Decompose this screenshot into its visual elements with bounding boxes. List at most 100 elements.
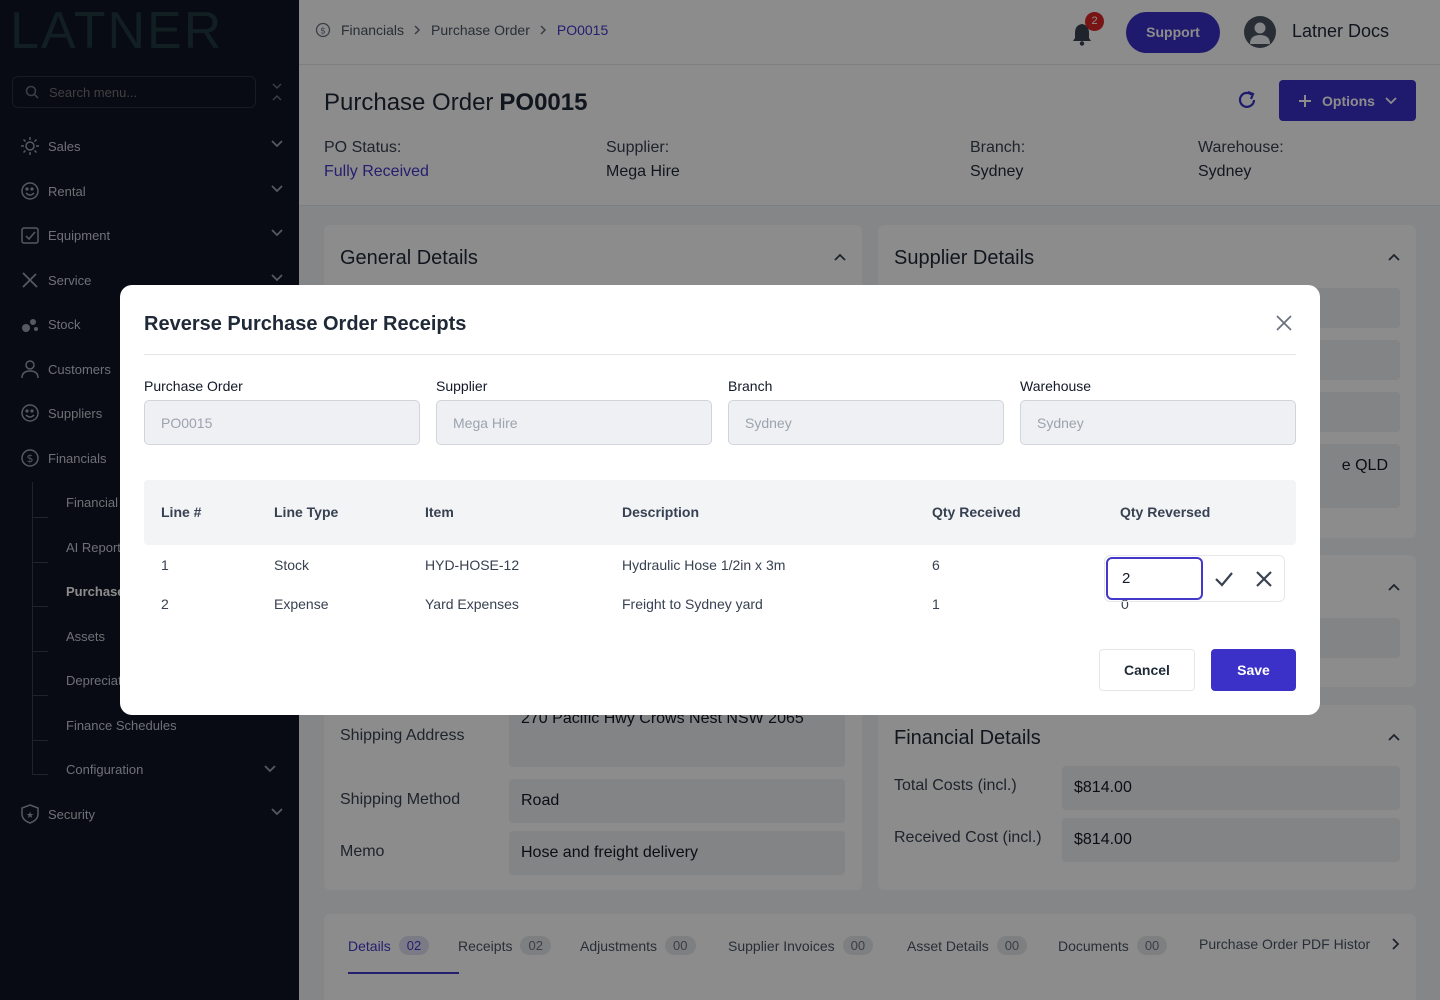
line-type: Expense (274, 596, 329, 612)
user-name[interactable]: Latner Docs (1292, 21, 1390, 41)
sidebar-subitem-ai-report[interactable]: AI Report (66, 539, 121, 555)
notification-bell-icon[interactable] (1071, 22, 1093, 46)
breadcrumb-financials[interactable]: Financials (341, 22, 405, 38)
tree-branch (32, 517, 48, 518)
tab-label: Documents (1058, 937, 1129, 954)
column-header: Qty Reversed (1120, 504, 1211, 520)
qty-received: 6 (932, 557, 940, 573)
sidebar-item-financials[interactable]: $ Financials (0, 440, 299, 476)
column-header: Item (425, 504, 454, 520)
refresh-icon[interactable] (1236, 89, 1258, 113)
qty-received: 1 (932, 596, 940, 612)
sidebar-item-sales[interactable]: Sales (0, 128, 299, 164)
collapse-sidebar-icon[interactable] (268, 82, 286, 102)
logo-text: LATNER (10, 2, 224, 60)
tree-branch (32, 606, 48, 607)
tab-count: 02 (520, 936, 551, 955)
chevron-down-icon (271, 140, 283, 148)
line-type: Stock (274, 557, 310, 573)
tab-count: 00 (996, 936, 1028, 955)
tab-receipts[interactable]: Receipts 02 (458, 936, 551, 955)
tab-label: Adjustments (580, 937, 658, 954)
tab-label: Receipts (458, 937, 513, 954)
tab-asset-details[interactable]: Asset Details 00 (907, 936, 1028, 955)
modal-title: Reverse Purchase Order Receipts (144, 313, 467, 335)
sidebar-item-security[interactable]: ★ Security (0, 796, 299, 832)
sidebar-subitem-financial[interactable]: Financial (66, 494, 119, 510)
rental-icon (20, 181, 40, 201)
description: Hydraulic Hose 1/2in x 3m (622, 557, 786, 573)
total-costs-value: $814.00 (1062, 766, 1400, 810)
supplier-details-title: Supplier Details (894, 247, 1035, 269)
tree-line (32, 482, 33, 774)
tab-details[interactable]: Details 02 (348, 936, 430, 955)
table-header: Line # Line Type Item Description Qty Re… (144, 480, 1296, 545)
purchase-order-label: Purchase Order (144, 378, 243, 394)
equipment-icon (20, 225, 40, 245)
branch-field-label: Branch (728, 378, 773, 394)
shipping-method-value: Road (509, 779, 845, 823)
search-input[interactable] (49, 84, 239, 100)
suppliers-icon (20, 403, 40, 423)
chevron-up-icon[interactable] (834, 253, 846, 261)
sidebar-search[interactable] (12, 76, 256, 108)
stock-icon (20, 314, 40, 334)
options-button[interactable]: Options (1279, 80, 1416, 121)
financial-details-card: Financial Details Total Costs (incl.) $8… (878, 705, 1416, 890)
save-button[interactable]: Save (1211, 649, 1296, 691)
avatar[interactable] (1244, 16, 1276, 48)
sidebar-subitem-finance-schedules[interactable]: Finance Schedules (66, 717, 177, 733)
chevron-down-icon (271, 229, 283, 237)
po-status-value[interactable]: Fully Received (324, 163, 429, 180)
chevron-up-icon[interactable] (1388, 583, 1400, 591)
close-icon[interactable] (1252, 568, 1276, 590)
branch-label: Branch: (970, 139, 1026, 156)
tab-supplier-invoices[interactable]: Supplier Invoices 00 (728, 936, 874, 955)
check-icon[interactable] (1212, 568, 1236, 590)
sidebar-item-equipment[interactable]: Equipment (0, 217, 299, 253)
chevron-down-icon (1385, 96, 1397, 104)
sidebar-item-stock[interactable]: Stock (0, 306, 299, 342)
branch-meta: Branch: Sydney (970, 139, 1025, 181)
chevron-up-icon[interactable] (1388, 733, 1400, 741)
warehouse-field-label: Warehouse (1020, 378, 1092, 394)
sidebar-item-service[interactable]: Service (0, 262, 299, 298)
sidebar-subitem-assets[interactable]: Assets (66, 628, 106, 644)
tab-label: Purchase Order PDF Histor (1199, 936, 1371, 952)
sidebar-subitem-depreciation[interactable]: Depreciat (66, 672, 122, 688)
sidebar-item-label: Equipment (48, 227, 111, 243)
purchase-order-field[interactable] (144, 400, 420, 445)
sidebar-item-suppliers[interactable]: Suppliers (0, 395, 299, 431)
po-tabs: Details 02 Receipts 02 Adjustments 00 Suppl… (324, 914, 1416, 1000)
qty-reversed-input[interactable] (1106, 557, 1203, 600)
branch-field[interactable] (728, 400, 1004, 445)
support-button[interactable]: Support (1126, 12, 1220, 53)
sidebar-subitem-purchase[interactable]: Purchase (66, 583, 125, 599)
tab-adjustments[interactable]: Adjustments 00 (580, 936, 696, 955)
breadcrumb-purchase-order[interactable]: Purchase Order (431, 22, 530, 38)
sidebar-item-label: Customers (48, 361, 111, 377)
qty-reversed[interactable]: 0 (1121, 596, 1129, 612)
supplier-value: Mega Hire (606, 163, 680, 180)
warehouse-field[interactable] (1020, 400, 1296, 445)
financials-icon: $ (20, 448, 40, 468)
warehouse-meta: Warehouse: Sydney (1198, 139, 1284, 181)
column-header: Qty Received (932, 504, 1021, 520)
supplier-field[interactable] (436, 400, 712, 445)
chevron-up-icon[interactable] (1388, 253, 1400, 261)
sidebar-item-label: Sales (48, 138, 81, 154)
cancel-button[interactable]: Cancel (1099, 649, 1195, 691)
notification-badge: 2 (1085, 12, 1104, 31)
tab-pdf-history[interactable]: Purchase Order PDF Histor (1199, 936, 1370, 952)
tab-documents[interactable]: Documents 00 (1058, 936, 1168, 955)
options-label: Options (1322, 92, 1375, 109)
po-status-label: PO Status: (324, 139, 402, 156)
chevron-right-icon[interactable] (1392, 938, 1400, 950)
sidebar-subitem-configuration[interactable]: Configuration (66, 754, 276, 784)
svg-text:★: ★ (26, 811, 34, 821)
sidebar-item-customers[interactable]: Customers (0, 351, 299, 387)
sidebar-item-rental[interactable]: Rental (0, 173, 299, 209)
latner-logo[interactable]: LATNER (10, 2, 280, 60)
shipping-address-label: Shipping Address (340, 727, 465, 744)
close-icon[interactable] (1274, 313, 1294, 333)
